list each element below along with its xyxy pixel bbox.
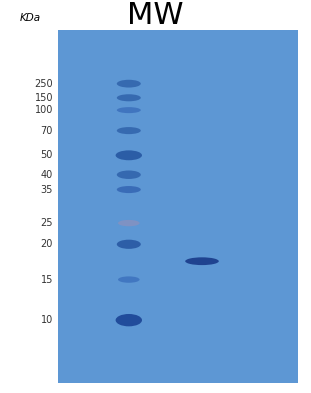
Text: 25: 25 — [40, 218, 53, 228]
Text: 100: 100 — [35, 105, 53, 115]
Ellipse shape — [118, 220, 140, 226]
Ellipse shape — [117, 186, 141, 193]
Bar — [58, 30, 298, 383]
Text: MW: MW — [127, 0, 183, 29]
Ellipse shape — [117, 171, 141, 179]
Text: KDa: KDa — [19, 13, 40, 23]
Ellipse shape — [117, 127, 141, 134]
Text: 20: 20 — [41, 239, 53, 249]
Text: 50: 50 — [41, 150, 53, 160]
Ellipse shape — [185, 257, 219, 265]
Text: 70: 70 — [41, 126, 53, 136]
Ellipse shape — [116, 151, 142, 160]
Ellipse shape — [117, 80, 141, 88]
Ellipse shape — [117, 107, 141, 113]
Ellipse shape — [118, 276, 140, 283]
Text: 40: 40 — [41, 170, 53, 180]
Ellipse shape — [116, 314, 142, 326]
Text: 35: 35 — [41, 185, 53, 195]
Text: 150: 150 — [35, 93, 53, 103]
Text: 10: 10 — [41, 315, 53, 325]
Text: 250: 250 — [35, 79, 53, 89]
Text: 15: 15 — [41, 275, 53, 285]
Ellipse shape — [117, 240, 141, 249]
Ellipse shape — [117, 94, 141, 101]
